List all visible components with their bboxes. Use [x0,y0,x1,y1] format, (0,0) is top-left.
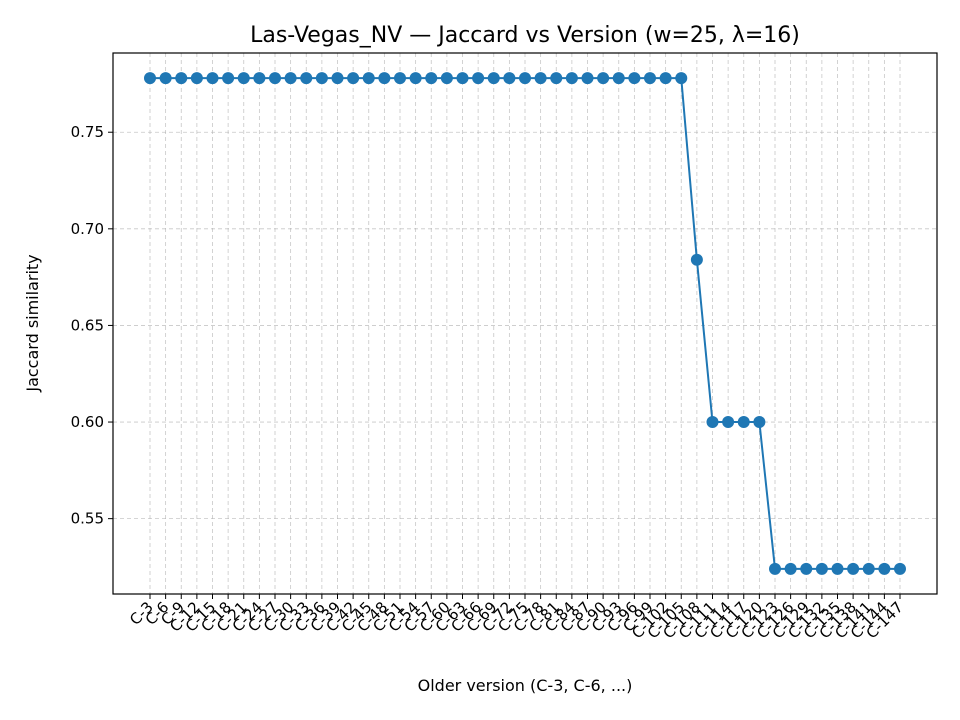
data-point [628,72,641,85]
data-point [690,253,703,266]
y-tick-label: 0.75 [71,123,104,141]
data-point [565,72,578,85]
data-point [800,562,813,575]
data-point [331,72,344,85]
data-point [862,562,875,575]
data-point [581,72,594,85]
data-point [456,72,469,85]
y-tick-label: 0.65 [71,316,104,334]
y-axis: 0.55 0.60 0.65 0.70 0.75 [71,123,113,528]
grid-layer [113,53,937,594]
data-point [190,72,203,85]
data-point [769,562,781,575]
data-point [784,562,797,575]
data-point [550,72,563,85]
data-point [737,416,750,429]
data-point [659,72,672,85]
data-point [378,72,391,85]
data-point [315,72,328,85]
x-axis-label: Older version (C-3, C-6, ...) [418,676,633,695]
data-point [269,72,281,85]
series-layer [144,72,906,575]
y-tick-label: 0.55 [71,510,104,528]
data-point [347,72,360,85]
data-point [300,72,313,85]
y-axis-label: Jaccard similarity [23,254,42,392]
data-point [253,72,266,85]
data-point [206,72,219,85]
data-point [847,562,860,575]
data-point [878,562,891,575]
data-point [612,72,625,85]
chart-title: Las-Vegas_NV — Jaccard vs Version (w=25,… [250,23,800,48]
data-point [894,562,906,575]
data-point [362,72,375,85]
data-point [597,72,610,85]
data-point [675,72,688,85]
data-point [706,416,719,429]
data-point [534,72,547,85]
data-point [237,72,250,85]
y-tick-label: 0.70 [71,220,104,238]
data-point [753,416,766,429]
data-point [222,72,235,85]
data-point [815,562,828,575]
data-point [394,72,406,85]
data-point [722,416,735,429]
data-point [831,562,844,575]
data-point [644,72,656,85]
data-point [284,72,297,85]
data-point [440,72,453,85]
data-point [159,72,172,85]
x-axis: C-3C-6C-9C-12C-15C-18C-21C-24C-27C-30C-3… [126,594,907,642]
data-point [519,72,531,85]
data-point [175,72,188,85]
data-point [487,72,500,85]
y-tick-label: 0.60 [71,413,104,431]
data-point [425,72,438,85]
data-point [472,72,485,85]
data-point [409,72,422,85]
data-point [503,72,516,85]
data-point [144,72,156,85]
plot-area-frame [112,52,938,595]
